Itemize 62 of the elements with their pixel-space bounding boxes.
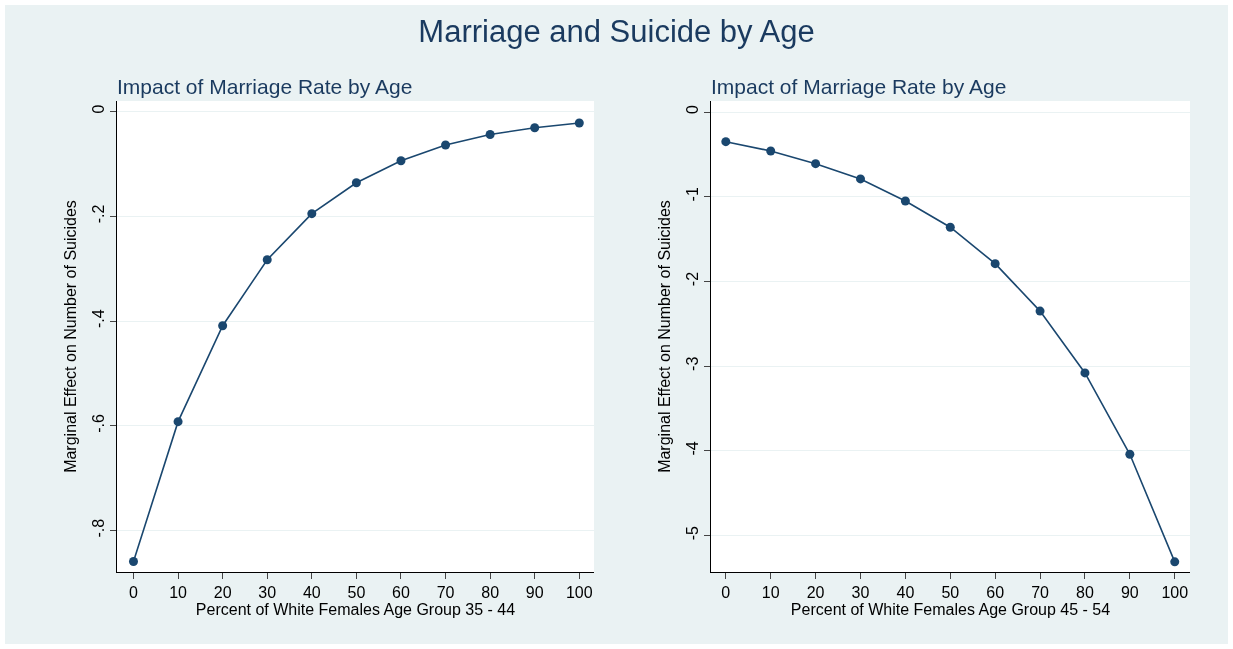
point [990, 259, 1000, 269]
x-tick-label: 100 [565, 584, 593, 602]
y-tick-label: -3 [683, 356, 701, 371]
x-tick-label: 20 [213, 584, 232, 602]
x-tick-label: 40 [896, 584, 915, 602]
chart-title: Impact of Marriage Rate by Age [117, 75, 413, 99]
x-tick-label: 60 [986, 584, 1005, 602]
y-tick-label: -2 [683, 271, 701, 287]
x-tick-label: 70 [436, 584, 455, 602]
y-axis-title: Marginal Effect on Number of Suicides [656, 200, 674, 473]
x-axis-title: Percent of White Females Age Group 35 - 44 [195, 601, 516, 619]
x-tick-label: 50 [941, 584, 960, 602]
point [262, 255, 272, 265]
x-tick-label: 30 [851, 584, 870, 602]
y-tick-label: -.2 [89, 204, 107, 224]
point [855, 174, 865, 184]
x-tick-label: 50 [347, 584, 366, 602]
point [173, 417, 183, 427]
y-tick-label: -1 [683, 187, 701, 202]
x-tick-label: 80 [1076, 584, 1094, 602]
point [900, 196, 910, 206]
x-tick-label: 20 [806, 584, 825, 602]
y-tick-label: 0 [89, 104, 107, 114]
x-tick-label: 0 [129, 584, 139, 602]
y-tick-label: -.6 [89, 413, 107, 433]
point [128, 557, 138, 567]
point [721, 137, 731, 147]
point [396, 156, 406, 166]
point [485, 130, 495, 140]
x-tick-label: 10 [761, 584, 780, 602]
point [945, 222, 955, 232]
x-tick-label: 0 [721, 584, 731, 602]
chart-title: Impact of Marriage Rate by Age [711, 75, 1007, 99]
y-tick-label: -5 [683, 525, 701, 541]
point [1170, 557, 1180, 567]
point [530, 123, 540, 133]
point [218, 321, 228, 331]
y-axis-title: Marginal Effect on Number of Suicides [62, 200, 80, 473]
x-tick-label: 30 [258, 584, 277, 602]
y-tick-label: -4 [683, 441, 701, 456]
x-tick-label: 60 [392, 584, 410, 602]
y-tick-label: -.8 [89, 518, 107, 538]
y-tick-label: 0 [683, 105, 701, 115]
point [811, 159, 821, 169]
point [1125, 449, 1135, 459]
x-axis-title: Percent of White Females Age Group 45 - 54 [790, 601, 1111, 619]
point [766, 146, 776, 156]
point [441, 140, 451, 150]
point [574, 118, 584, 128]
y-tick-label: -.4 [89, 309, 107, 328]
x-tick-label: 10 [169, 584, 188, 602]
x-tick-label: 90 [1120, 584, 1139, 602]
x-tick-label: 70 [1031, 584, 1050, 602]
point [1035, 306, 1045, 316]
point [351, 178, 361, 188]
x-tick-label: 40 [302, 584, 321, 602]
x-tick-label: 80 [481, 584, 500, 602]
x-tick-label: 100 [1161, 584, 1189, 602]
point [1080, 368, 1090, 378]
text: Marriage and Suicide by Age [417, 14, 816, 50]
point [307, 209, 317, 219]
x-tick-label: 90 [525, 584, 544, 602]
